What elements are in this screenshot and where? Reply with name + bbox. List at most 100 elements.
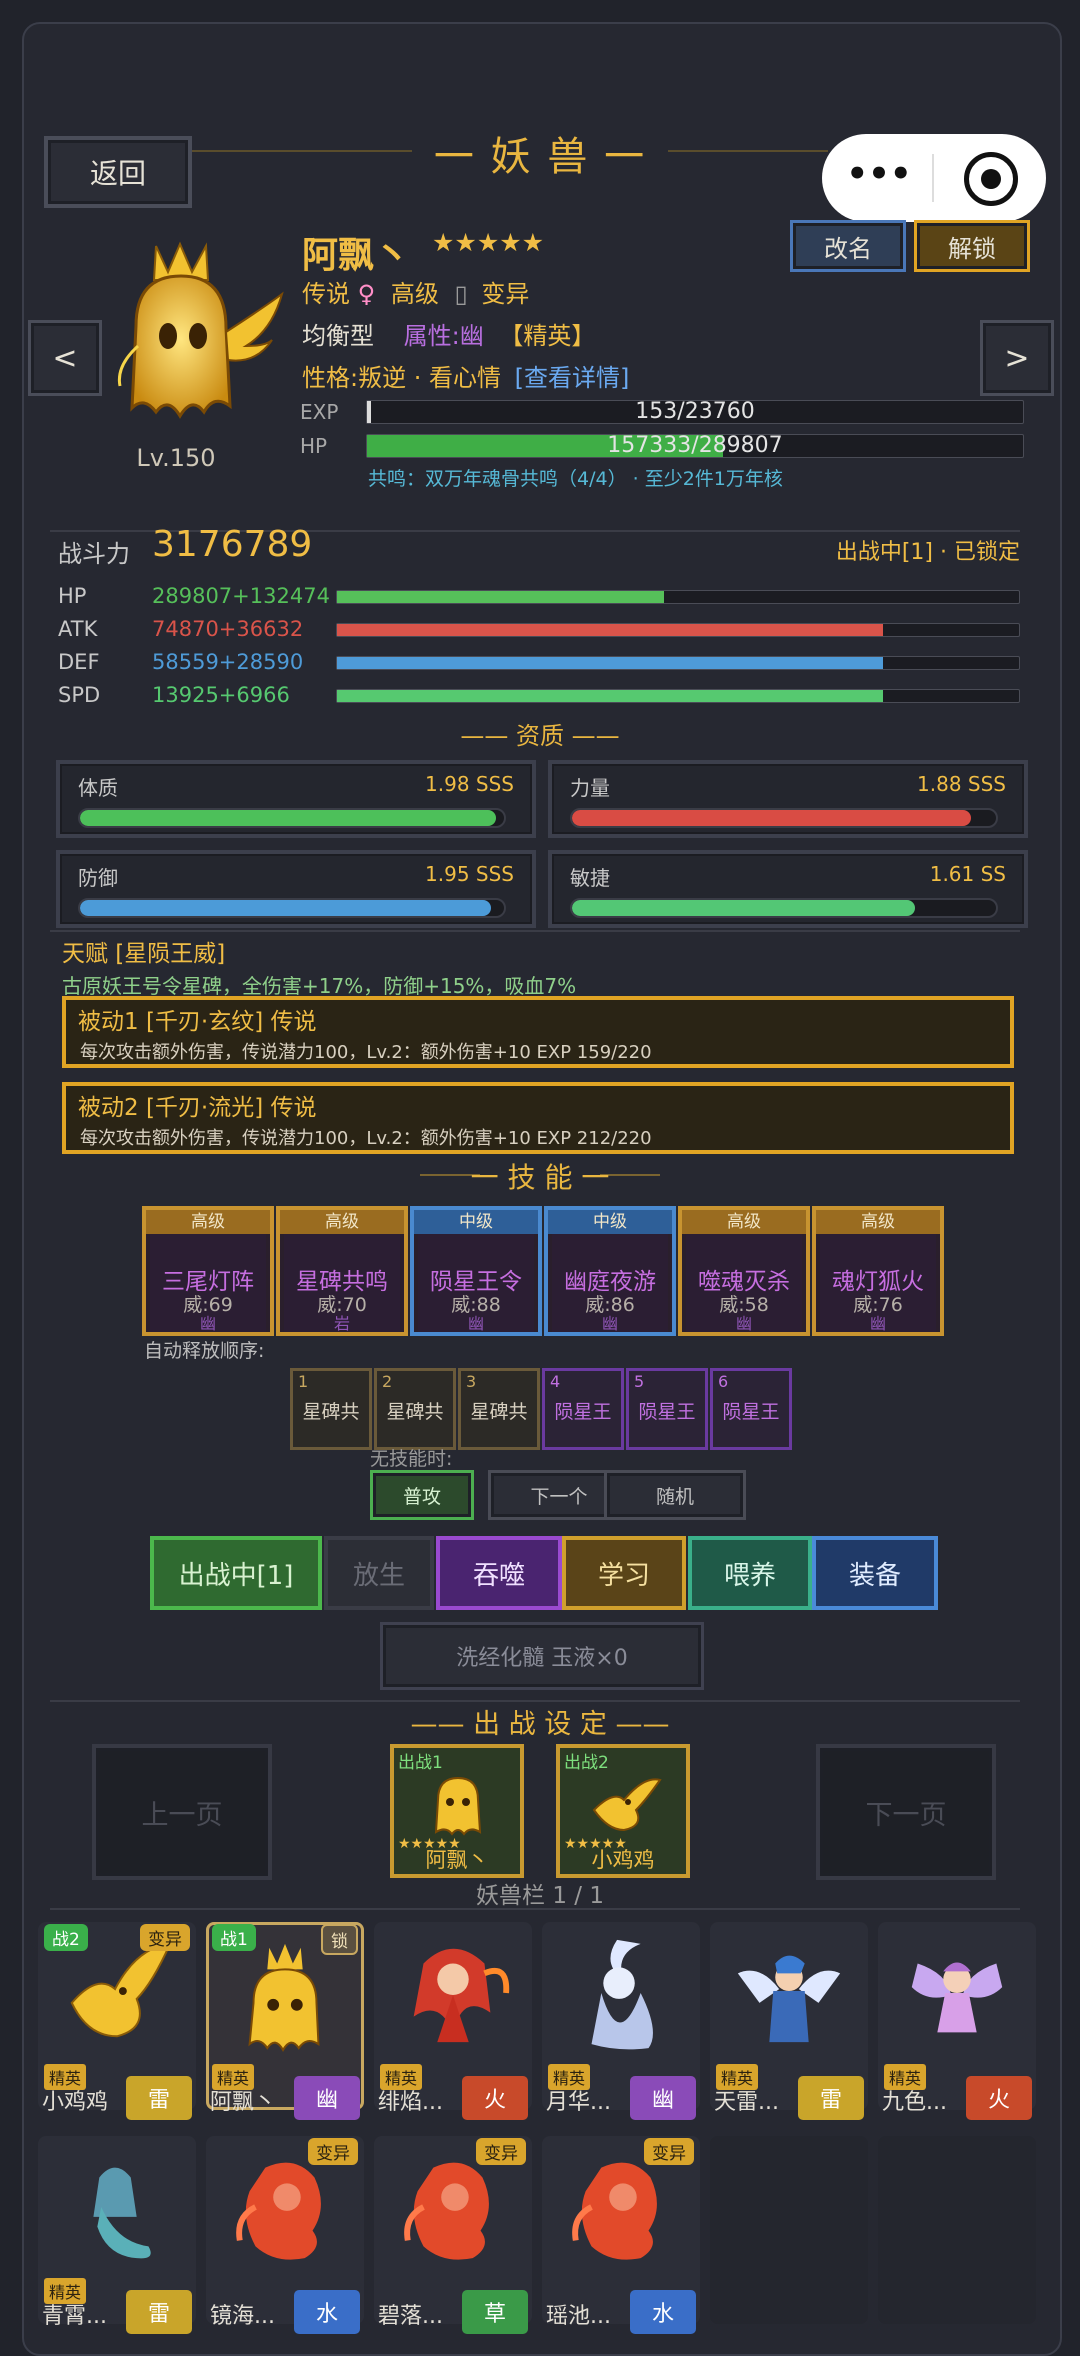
fairy-icon [911, 1962, 1003, 2033]
pet-card[interactable]: 战1 锁精英 阿飘丶幽 [206, 1922, 364, 2120]
passive-skill-card[interactable]: 被动1 [千刃·玄纹] 传说 每次攻击额外伤害，传说潜力100，Lv.2：额外伤害… [62, 996, 1014, 1068]
pet-status-badge: 变异 [644, 2138, 694, 2165]
pet-card[interactable]: 变异 镜海... 水 [206, 2136, 364, 2334]
skill-power: 威:69 [183, 1294, 233, 1316]
action-button[interactable]: 吞噬 [436, 1536, 562, 1610]
order-skill: 陨星王 [554, 1401, 612, 1423]
moon-spirit-icon [591, 1939, 653, 2050]
attribute-text: 属性:幽 [403, 322, 484, 350]
close-target-icon[interactable] [964, 152, 1018, 206]
wash-button[interactable]: 洗经化髓 玉液×0 [380, 1622, 704, 1690]
battle-next-page-button[interactable]: 下一页 [816, 1744, 996, 1880]
pet-card[interactable]: 精英 天雷... 雷 [710, 1922, 868, 2120]
empty-pet-slot[interactable] [710, 2136, 868, 2324]
skill-card[interactable]: 中级 幽庭夜游 威:86 幽 [544, 1206, 676, 1336]
stat-label: SPD [58, 683, 101, 707]
divider [50, 1908, 1020, 1910]
skill-bg [150, 1234, 266, 1332]
prev-pet-button[interactable]: < [28, 320, 102, 396]
aptitude-card: 防御 1.95 SSS [56, 850, 536, 928]
order-slot[interactable]: 6 陨星王 [710, 1368, 792, 1450]
stat-bar-fill [337, 624, 883, 636]
action-button[interactable]: 喂养 [688, 1536, 812, 1610]
action-button[interactable]: 装备 [812, 1536, 938, 1610]
unlock-button[interactable]: 解锁 [914, 220, 1030, 272]
pet-card[interactable]: 精英 九色... 火 [878, 1922, 1036, 2120]
empty-pet-slot[interactable] [878, 2136, 1036, 2324]
talent-title: 天赋 [星陨王威] [62, 941, 226, 967]
skill-bg [284, 1234, 400, 1332]
order-number: 1 [298, 1372, 309, 1391]
pet-status-badge: 变异 [476, 2138, 526, 2165]
stat-bar [336, 656, 1020, 670]
pet-element-badge: 雷 [126, 2290, 192, 2334]
pet-type-row: 均衡型 属性:幽 【精英】 [302, 316, 595, 351]
more-menu-icon[interactable]: ••• [846, 154, 912, 194]
gender-icon: ♀ [357, 280, 376, 308]
skill-tier: 高级 [816, 1210, 940, 1234]
skill-card[interactable]: 高级 噬魂灭杀 威:58 幽 [678, 1206, 810, 1336]
pet-card[interactable]: 精英 青霄... 雷 [38, 2136, 196, 2334]
skill-card[interactable]: 高级 三尾灯阵 威:69 幽 [142, 1206, 274, 1336]
nature-detail-link[interactable]: [查看详情] [514, 364, 630, 392]
skill-power: 威:88 [451, 1294, 501, 1316]
order-slot[interactable]: 4 陨星王 [542, 1368, 624, 1450]
stat-label: ATK [58, 617, 98, 641]
battle-prev-page-button[interactable]: 上一页 [92, 1744, 272, 1880]
pet-name: 九色... [882, 2090, 947, 2115]
divider [50, 1700, 1020, 1702]
pet-elite-tag: 精英 [44, 2278, 87, 2304]
action-button[interactable]: 学习 [562, 1536, 686, 1610]
action-button[interactable]: 出战中[1] [150, 1536, 322, 1610]
order-skill: 陨星王 [722, 1401, 780, 1423]
pet-elite-tag: 精英 [548, 2064, 591, 2090]
battle-slot-stars: ★★★★★ [398, 1836, 461, 1852]
pet-card[interactable]: 变异 碧落... 草 [374, 2136, 532, 2334]
skill-card[interactable]: 中级 陨星王令 威:88 幽 [410, 1206, 542, 1336]
pet-name: 青霄... [42, 2304, 107, 2329]
pet-stars: ★★★★★ [432, 228, 545, 257]
skill-bg [552, 1234, 668, 1332]
skill-tier: 中级 [414, 1210, 538, 1234]
pet-card[interactable]: 精英 绯焰... 火 [374, 1922, 532, 2120]
action-button[interactable]: 放生 [324, 1536, 434, 1610]
rarity-text: 传说 [302, 280, 350, 308]
no-skill-mode-button[interactable]: 随机 [604, 1470, 746, 1520]
pet-card[interactable]: 变异 瑶池... 水 [542, 2136, 700, 2334]
skill-card[interactable]: 高级 星碑共鸣 威:70 岩 [276, 1206, 408, 1336]
battle-slot[interactable]: 出战1 ★★★★★ 阿飘丶 [390, 1744, 524, 1878]
skill-name: 幽庭夜游 [564, 1269, 656, 1295]
skill-power: 威:70 [317, 1294, 367, 1316]
pet-name: 天雷... [714, 2090, 779, 2115]
skill-name: 噬魂灭杀 [698, 1269, 790, 1295]
mutation-text: 变异 [481, 280, 530, 308]
skill-element: 幽 [199, 1314, 216, 1333]
title-line-right [668, 150, 828, 152]
order-slot[interactable]: 3 星碑共 [458, 1368, 540, 1450]
red-spirit-icon [236, 2162, 321, 2260]
rename-button[interactable]: 改名 [790, 220, 906, 272]
skill-card[interactable]: 高级 魂灯狐火 威:76 幽 [812, 1206, 944, 1336]
pet-status-badge: 变异 [140, 1924, 190, 1951]
passive-skill-card[interactable]: 被动2 [千刃·流光] 传说 每次攻击额外伤害，传说潜力100，Lv.2：额外伤害… [62, 1082, 1014, 1154]
pet-elite-tag: 精英 [716, 2064, 759, 2090]
order-slot[interactable]: 5 陨星王 [626, 1368, 708, 1450]
back-button[interactable]: 返回 [44, 136, 192, 208]
pet-card[interactable]: 精英 月华... 幽 [542, 1922, 700, 2120]
order-slot[interactable]: 1 星碑共 [290, 1368, 372, 1450]
combat-power-value: 3176789 [152, 524, 313, 565]
aptitude-label: 体质 [78, 776, 118, 800]
order-slot[interactable]: 2 星碑共 [374, 1368, 456, 1450]
aptitude-card: 力量 1.88 SSS [548, 760, 1028, 838]
next-pet-button[interactable]: > [980, 320, 1054, 396]
stat-bar [336, 590, 1020, 604]
skill-element: 幽 [735, 1314, 752, 1333]
pet-elite-tag: 精英 [44, 2064, 87, 2090]
pet-card[interactable]: 战2 变异 精英 小鸡鸡雷 [38, 1922, 196, 2120]
pet-level: Lv.150 [136, 444, 216, 472]
no-skill-mode-button[interactable]: 普攻 [370, 1470, 474, 1520]
skill-element: 幽 [869, 1314, 886, 1333]
pet-name: 阿飘丶 [210, 2090, 277, 2115]
battle-slot[interactable]: 出战2 ★★★★★ 小鸡鸡 [556, 1744, 690, 1878]
skill-power: 威:86 [585, 1294, 635, 1316]
